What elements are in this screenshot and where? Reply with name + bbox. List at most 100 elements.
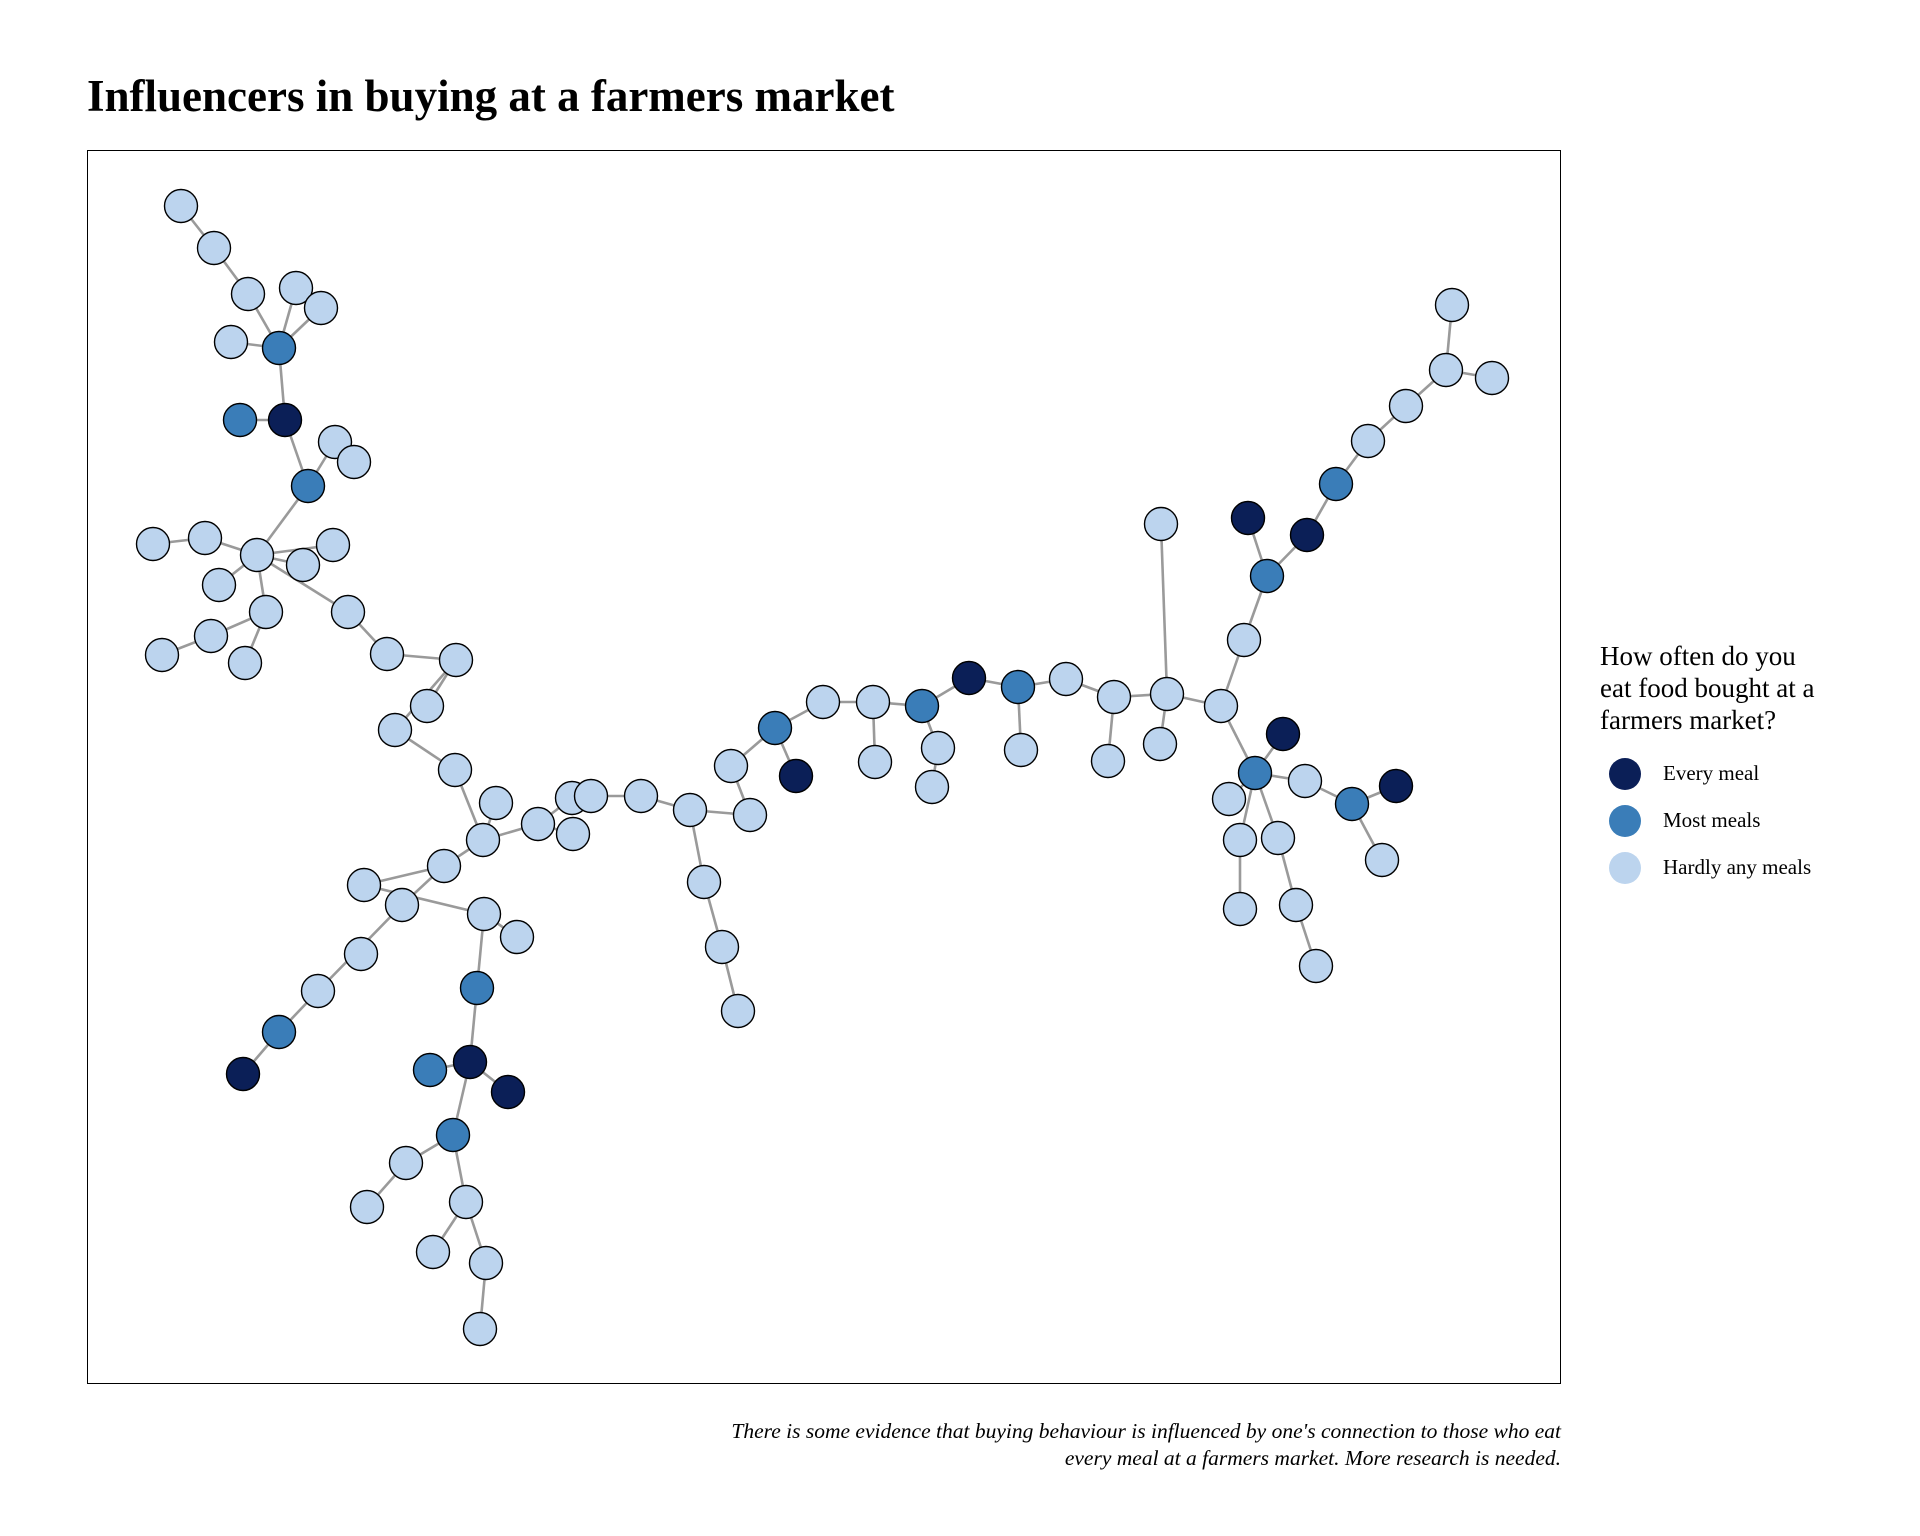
network-node-hardly (213, 324, 249, 360)
network-node-hardly (499, 919, 535, 955)
network-node-hardly (1142, 726, 1178, 762)
network-node-most (222, 402, 258, 438)
network-node-hardly (1143, 506, 1179, 542)
network-node-every (267, 402, 303, 438)
network-node-every (452, 1044, 488, 1080)
network-node-hardly (135, 526, 171, 562)
network-node-hardly (384, 887, 420, 923)
network-node-hardly (1149, 676, 1185, 712)
legend-title-line: farmers market? (1600, 705, 1777, 735)
network-node-most (459, 970, 495, 1006)
caption-line: There is some evidence that buying behav… (731, 1419, 1561, 1443)
network-node-hardly (438, 642, 474, 678)
network-node-hardly (1048, 661, 1084, 697)
network-node-hardly (230, 276, 266, 312)
network-node-most (1318, 466, 1354, 502)
chart-title: Influencers in buying at a farmers marke… (87, 71, 895, 121)
legend-item-hardly-any-meals: Hardly any meals (1600, 844, 1900, 891)
network-node-hardly (303, 290, 339, 326)
network-node-hardly (555, 816, 591, 852)
network-node-every (778, 758, 814, 794)
network-node-every (1378, 768, 1414, 804)
network-node-hardly (1211, 781, 1247, 817)
network-edge (363, 883, 485, 916)
network-node-hardly (1428, 352, 1464, 388)
network-node-hardly (239, 537, 275, 573)
caption: There is some evidence that buying behav… (461, 1418, 1561, 1472)
network-edge (1159, 523, 1169, 695)
network-node-hardly (920, 730, 956, 766)
network-node-most (1237, 755, 1273, 791)
network-node-hardly (336, 444, 372, 480)
network-node-every (490, 1074, 526, 1110)
network-node-hardly (1090, 743, 1126, 779)
network-node-most (261, 1014, 297, 1050)
network-node-hardly (415, 1234, 451, 1270)
legend-label: Hardly any meals (1663, 855, 1812, 879)
network-node-hardly (285, 547, 321, 583)
network-node-hardly (704, 929, 740, 965)
legend-item-every-meal: Every meal (1600, 750, 1900, 797)
network-node-hardly (448, 1184, 484, 1220)
legend-swatch-hardly-any-meals (1609, 851, 1641, 884)
network-node-hardly (855, 684, 891, 720)
network-node-hardly (573, 778, 609, 814)
network-node-hardly (1203, 688, 1239, 724)
network-node-most (1249, 558, 1285, 594)
network-node-every (1265, 716, 1301, 752)
network-node-hardly (1474, 360, 1510, 396)
network-node-most (435, 1117, 471, 1153)
network-node-hardly (686, 864, 722, 900)
network-node-hardly (409, 688, 445, 724)
network-node-hardly (193, 618, 229, 654)
network-node-hardly (1260, 820, 1296, 856)
network-node-hardly (349, 1189, 385, 1225)
network-panel (87, 150, 1561, 1384)
network-node-hardly (315, 527, 351, 563)
network-node-most (261, 330, 297, 366)
network-node-hardly (478, 785, 514, 821)
network-node-every (225, 1056, 261, 1092)
legend: How often do you eat food bought at a fa… (1600, 640, 1900, 891)
network-node-hardly (1287, 763, 1323, 799)
network-node-hardly (369, 636, 405, 672)
network-node-hardly (1096, 679, 1132, 715)
network-node-hardly (300, 973, 336, 1009)
network-node-hardly (278, 270, 314, 306)
network-node-every (951, 660, 987, 696)
network-node-hardly (346, 867, 382, 903)
network-node-hardly (1278, 887, 1314, 923)
network-node-most (1000, 669, 1036, 705)
network-node-hardly (1434, 287, 1470, 323)
network-node-hardly (163, 188, 199, 224)
network-node-hardly (520, 806, 556, 842)
network-node-hardly (227, 645, 263, 681)
caption-line: every meal at a farmers market. More res… (1064, 1446, 1561, 1470)
network-node-hardly (388, 1145, 424, 1181)
network-node-hardly (1364, 842, 1400, 878)
legend-title-line: How often do you (1600, 641, 1796, 671)
network-node-most (1334, 786, 1370, 822)
legend-swatch-every-meal (1609, 757, 1641, 790)
network-node-hardly (805, 684, 841, 720)
network-node-every (1230, 500, 1266, 536)
network-node-most (904, 688, 940, 724)
legend-title-line: eat food bought at a (1600, 673, 1815, 703)
network-node-most (757, 710, 793, 746)
network-node-hardly (437, 752, 473, 788)
legend-label: Most meals (1663, 808, 1761, 832)
network-node-hardly (857, 744, 893, 780)
network-node-hardly (462, 1311, 498, 1347)
legend-label: Every meal (1663, 761, 1760, 785)
network-node-hardly (248, 594, 284, 630)
network-edge (256, 553, 349, 614)
network-node-hardly (196, 230, 232, 266)
network-node-hardly (914, 769, 950, 805)
network-node-hardly (466, 896, 502, 932)
network-node-hardly (377, 712, 413, 748)
legend-title: How often do you eat food bought at a fa… (1600, 640, 1900, 736)
legend-swatch-most-meals (1609, 804, 1641, 837)
network-node-hardly (201, 567, 237, 603)
network-node-hardly (426, 848, 462, 884)
